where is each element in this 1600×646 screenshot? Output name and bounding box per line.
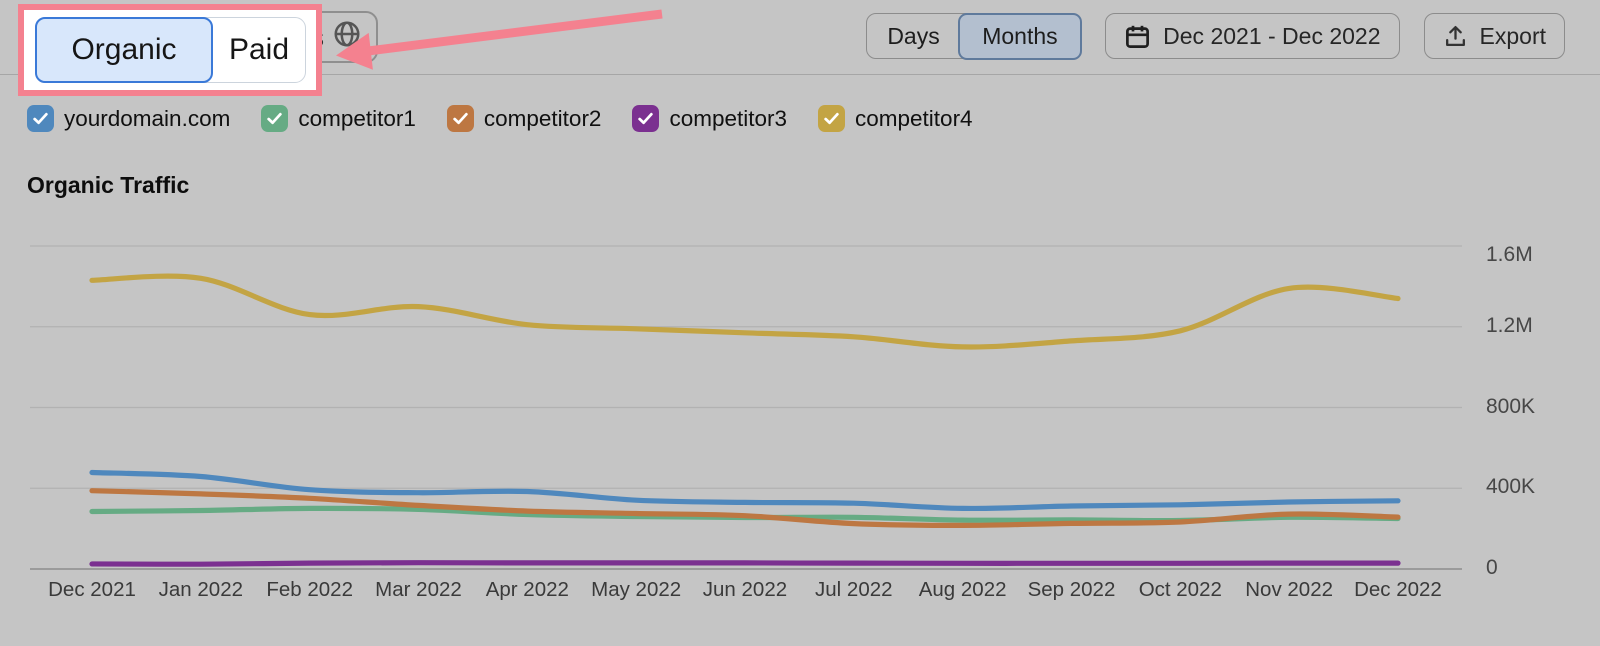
legend-label: competitor3 (669, 105, 788, 131)
chart-legend: yourdomain.com competitor1 competitor2 comp… (27, 105, 973, 132)
legend-item-competitor3[interactable]: competitor3 (632, 105, 787, 132)
date-range-label: Dec 2021 - Dec 2022 (1163, 22, 1381, 49)
export-button[interactable]: Export (1423, 13, 1565, 59)
x-axis-label-Aug-2022: Aug 2022 (918, 578, 1007, 601)
series-line-yourdomain.com (89, 469, 1401, 512)
legend-checkbox-yourdomain.com[interactable] (27, 105, 54, 132)
y-axis-label-400K: 400K (1486, 475, 1536, 499)
legend-checkbox-competitor3[interactable] (632, 105, 660, 132)
tab-days[interactable]: Days (887, 22, 940, 49)
export-icon (1443, 24, 1468, 49)
legend-checkbox-competitor4[interactable] (818, 105, 846, 132)
x-axis-label-Jan-2022: Jan 2022 (158, 578, 243, 601)
series-line-competitor4 (89, 273, 1401, 350)
granularity-toggle: Days Months (866, 12, 1082, 60)
y-axis-label-0: 0 (1486, 556, 1498, 579)
traffic-type-toggle: Organic Paid (35, 17, 306, 83)
x-axis-label-May-2022: May 2022 (591, 578, 682, 601)
x-axis-label-Dec-2021: Dec 2021 (48, 578, 136, 601)
header-controls: Days Months Dec 2021 - Dec 2022 (866, 12, 1565, 60)
legend-label: competitor4 (855, 105, 973, 131)
x-axis-label-Feb-2022: Feb 2022 (266, 578, 353, 601)
x-axis-label-Jun-2022: Jun 2022 (702, 578, 788, 601)
legend-item-competitor4[interactable]: competitor4 (818, 105, 973, 132)
globe-icon (332, 19, 362, 56)
x-axis-label-Apr-2022: Apr 2022 (485, 578, 569, 601)
date-range-button[interactable]: Dec 2021 - Dec 2022 (1105, 13, 1400, 59)
x-axis-label-Jul-2022: Jul 2022 (815, 578, 893, 601)
legend-item-competitor2[interactable]: competitor2 (446, 105, 602, 132)
legend-checkbox-competitor1[interactable] (261, 105, 289, 132)
legend-checkbox-competitor2[interactable] (446, 105, 474, 132)
tab-paid[interactable]: Paid (228, 33, 290, 66)
x-axis-label-Sep-2022: Sep 2022 (1027, 578, 1116, 601)
export-label: Export (1479, 22, 1546, 49)
series-line-competitor2 (89, 488, 1401, 529)
legend-item-yourdomain.com[interactable]: yourdomain.com (27, 105, 230, 132)
x-axis-label-Dec-2022: Dec 2022 (1354, 578, 1442, 601)
series-line-competitor3 (89, 560, 1401, 567)
legend-label: yourdomain.com (64, 105, 231, 131)
x-axis-label-Mar-2022: Mar 2022 (375, 578, 462, 601)
tab-organic[interactable]: Organic (35, 17, 213, 83)
highlight-annotation-box: Organic Paid (18, 4, 322, 96)
y-axis-label-1.2M: 1.2M (1486, 313, 1533, 337)
tab-months[interactable]: Months (958, 12, 1082, 60)
y-axis-label-800K: 800K (1486, 394, 1536, 418)
x-axis-label-Oct-2022: Oct 2022 (1138, 578, 1222, 601)
y-axis-label-1.6M: 1.6M (1486, 243, 1533, 266)
legend-label: competitor2 (483, 105, 602, 131)
chart-title: Organic Traffic (27, 172, 190, 198)
legend-label: competitor1 (298, 105, 416, 131)
header-divider (0, 74, 1600, 75)
x-axis-label-Nov-2022: Nov 2022 (1245, 578, 1333, 601)
legend-item-competitor1[interactable]: competitor1 (261, 105, 416, 132)
calendar-icon (1124, 23, 1151, 50)
